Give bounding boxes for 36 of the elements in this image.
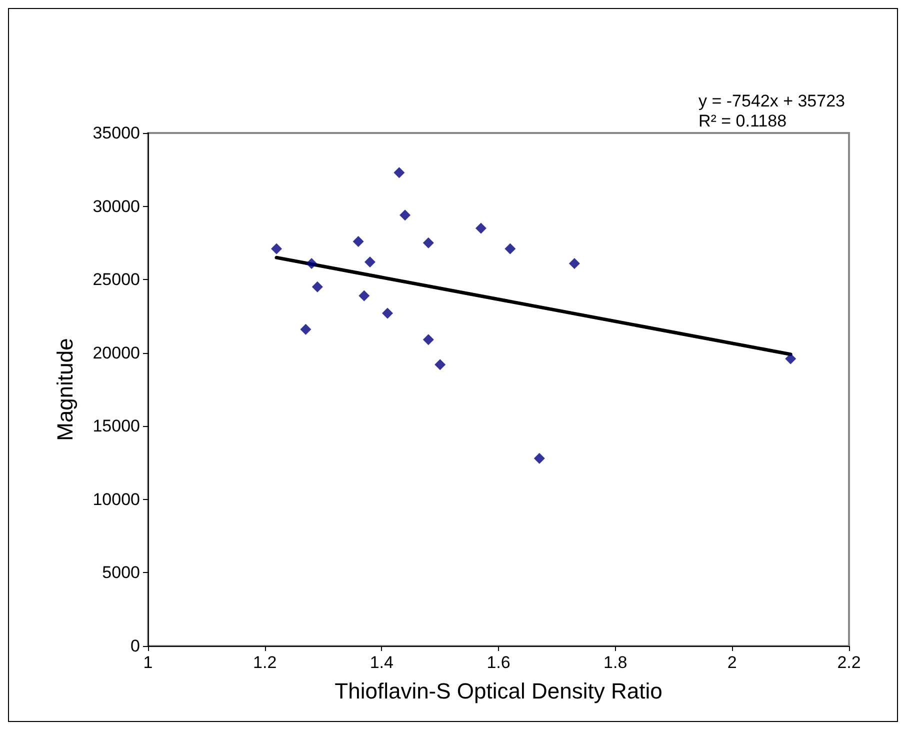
point [434, 359, 446, 370]
point [400, 210, 411, 221]
y-tick-label: 5000 [102, 563, 140, 582]
point [422, 334, 434, 346]
y-axis-title: Magnitude [52, 338, 78, 441]
x-tick-label: 1.6 [486, 653, 510, 672]
y-tick-label: 35000 [92, 124, 140, 142]
x-tick-label: 1.4 [370, 653, 394, 672]
point [534, 452, 545, 464]
point [364, 256, 376, 268]
point [504, 243, 516, 254]
x-tick-label: 2.2 [837, 653, 861, 672]
x-tick-label: 2 [727, 653, 737, 672]
point [422, 237, 434, 248]
point [394, 167, 405, 178]
point [271, 243, 282, 254]
point [312, 281, 323, 292]
point [306, 258, 318, 269]
x-tick-label: 1.2 [253, 653, 277, 672]
y-tick-label: 0 [130, 636, 140, 656]
point [382, 308, 394, 319]
y-tick-label: 15000 [92, 416, 140, 436]
text: y = -7542x + 35723 R² = 0.1188 [698, 92, 846, 130]
point [358, 290, 370, 302]
point [785, 353, 796, 364]
point [300, 324, 312, 335]
y-tick-label: 25000 [92, 270, 140, 290]
point [568, 258, 580, 269]
x-tick-label: 1.8 [604, 653, 628, 672]
y-tick-label: 10000 [92, 490, 140, 509]
y-tick-label: 30000 [92, 196, 140, 216]
point [475, 222, 486, 234]
y-tick-label: 20000 [92, 343, 140, 362]
x-axis-title: Thioflavin-S Optical Density Ratio [334, 678, 662, 704]
x-tick-label: 1 [143, 653, 153, 672]
point [352, 236, 364, 247]
